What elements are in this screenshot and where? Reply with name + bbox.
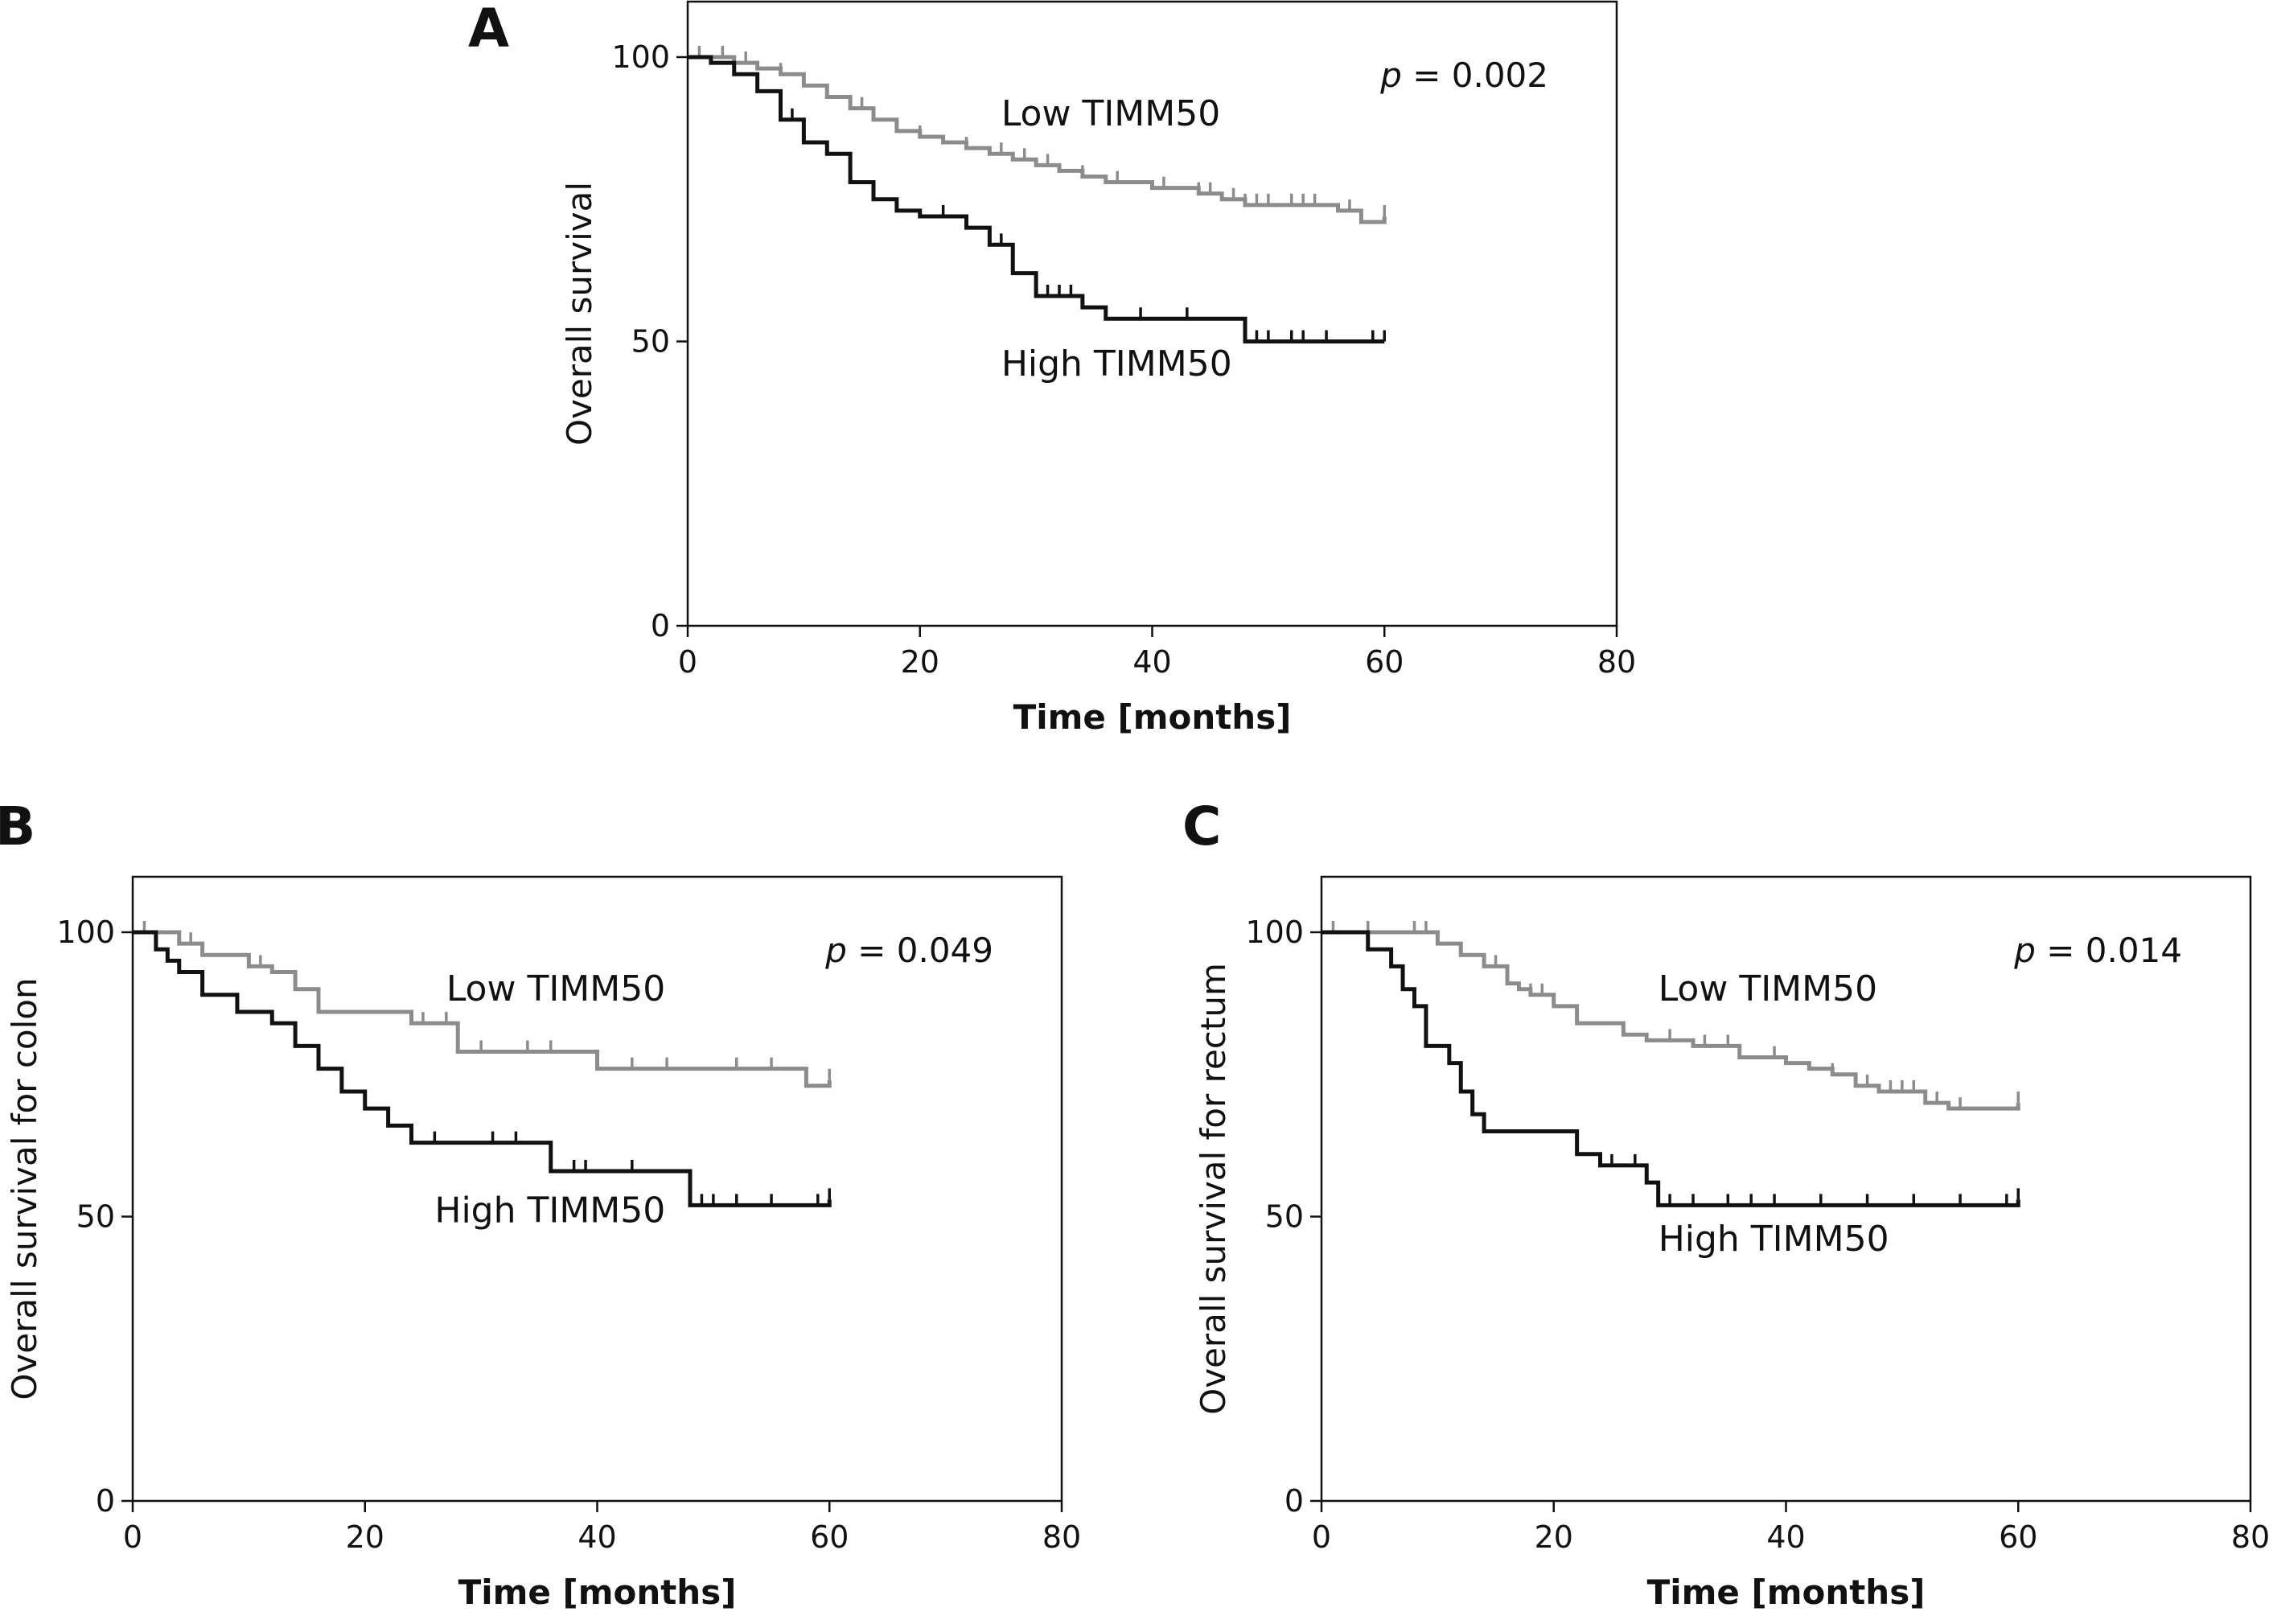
p-value-text: = 0.002 bbox=[1412, 56, 1548, 95]
p-value: p = 0.049 bbox=[824, 931, 993, 970]
x-tick-label: 0 bbox=[1312, 1519, 1331, 1555]
y-tick-label: 0 bbox=[96, 1483, 115, 1519]
y-tick-label: 100 bbox=[611, 39, 670, 75]
p-value-text: = 0.049 bbox=[857, 931, 993, 970]
series-high bbox=[133, 930, 832, 1207]
y-tick-label: 0 bbox=[1284, 1483, 1304, 1519]
panel-a: A 0 20 40 60 80 0 50 100 Time [months] Overall sur… bbox=[468, 0, 1636, 737]
p-symbol: p bbox=[2013, 931, 2046, 970]
survival-curve bbox=[1321, 930, 2020, 1207]
y-axis-title: Overall survival for rectum bbox=[1194, 963, 1233, 1415]
panel-c: C 0 20 40 60 80 0 50 100 Time [months] Overall sur… bbox=[1182, 796, 2270, 1612]
y-axis-title: Overall survival bbox=[560, 182, 599, 446]
x-tick-label: 60 bbox=[810, 1519, 849, 1555]
x-tick-label: 80 bbox=[1597, 644, 1636, 680]
x-tick-label: 80 bbox=[1042, 1519, 1081, 1555]
y-tick-label: 50 bbox=[1265, 1199, 1304, 1235]
y-tick-label: 0 bbox=[651, 608, 670, 643]
x-axis-title: Time [months] bbox=[1013, 697, 1292, 737]
survival-curve bbox=[688, 55, 1387, 224]
x-axis-title: Time [months] bbox=[458, 1573, 737, 1612]
p-symbol: p bbox=[1379, 56, 1412, 95]
series-high bbox=[1321, 930, 2020, 1207]
y-tick-label: 50 bbox=[76, 1199, 115, 1235]
survival-curve bbox=[133, 930, 832, 1207]
x-tick-label: 0 bbox=[678, 644, 697, 680]
x-tick-label: 20 bbox=[1535, 1519, 1573, 1555]
curve-label: Low TIMM50 bbox=[1001, 93, 1220, 134]
curve-label: High TIMM50 bbox=[434, 1190, 665, 1231]
x-axis-title: Time [months] bbox=[1647, 1573, 1926, 1612]
series-low bbox=[133, 921, 832, 1088]
x-tick-label: 20 bbox=[901, 644, 939, 680]
x-tick-label: 40 bbox=[1766, 1519, 1805, 1555]
survival-curve bbox=[1321, 930, 2020, 1111]
p-value-text: = 0.014 bbox=[2046, 931, 2182, 970]
curve-label: Low TIMM50 bbox=[446, 968, 665, 1009]
x-tick-label: 60 bbox=[1999, 1519, 2037, 1555]
panel-letter: A bbox=[468, 0, 509, 60]
curve-label: Low TIMM50 bbox=[1659, 968, 1877, 1009]
p-symbol: p bbox=[824, 931, 857, 970]
series-low bbox=[1321, 921, 2020, 1111]
x-tick-label: 20 bbox=[346, 1519, 384, 1555]
y-tick-label: 100 bbox=[56, 915, 115, 950]
series-high bbox=[688, 55, 1386, 343]
y-tick-label: 50 bbox=[631, 324, 670, 360]
panel-letter: B bbox=[0, 796, 35, 857]
x-tick-label: 40 bbox=[577, 1519, 616, 1555]
p-value: p = 0.002 bbox=[1379, 56, 1548, 95]
curve-label: High TIMM50 bbox=[1659, 1219, 1889, 1260]
y-axis-title: Overall survival for colon bbox=[5, 977, 44, 1400]
x-tick-label: 60 bbox=[1365, 644, 1404, 680]
curve-label: High TIMM50 bbox=[1001, 343, 1232, 384]
x-tick-label: 80 bbox=[2231, 1519, 2270, 1555]
x-tick-label: 40 bbox=[1132, 644, 1171, 680]
panel-b: B 0 20 40 60 80 0 50 100 Time [months] Overall sur… bbox=[0, 796, 1081, 1612]
x-tick-label: 0 bbox=[123, 1519, 142, 1555]
panel-letter: C bbox=[1182, 796, 1221, 857]
p-value: p = 0.014 bbox=[2013, 931, 2182, 970]
y-tick-label: 100 bbox=[1245, 915, 1304, 950]
